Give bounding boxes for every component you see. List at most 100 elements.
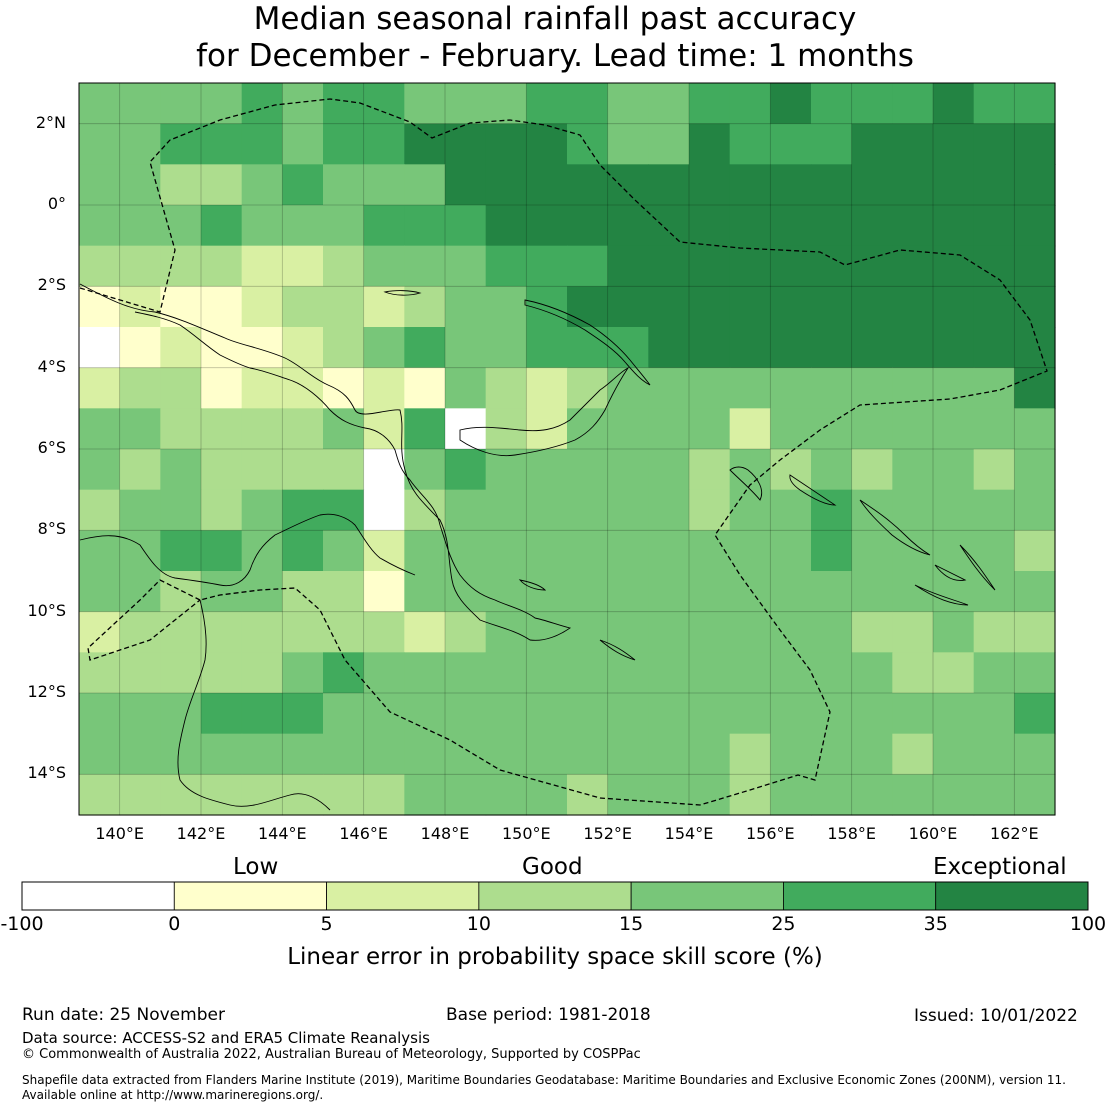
skill-grid-cell <box>241 530 283 572</box>
skill-grid-cell <box>729 408 771 450</box>
skill-grid-cell <box>811 449 853 491</box>
skill-grid-cell <box>973 83 1015 125</box>
skill-grid-cell <box>363 652 405 694</box>
skill-grid-cell <box>811 652 853 694</box>
skill-grid-cell <box>282 286 324 328</box>
skill-grid-cell <box>607 530 649 572</box>
skill-grid-cell <box>526 733 568 775</box>
coastline-new-britain <box>459 366 630 457</box>
skill-grid-cell <box>485 733 527 775</box>
skill-grid-cell <box>933 693 975 735</box>
eez-west <box>87 579 201 661</box>
skill-grid-cell <box>892 164 934 206</box>
skill-grid-cell <box>607 123 649 165</box>
latitude-label: 8°S <box>37 519 66 539</box>
colorbar-segment <box>783 881 937 911</box>
skill-grid-cell <box>363 164 405 206</box>
skill-grid-cell <box>201 611 243 653</box>
skill-grid-cell <box>404 530 446 572</box>
skill-grid-cell <box>201 571 243 613</box>
skill-grid-cell <box>933 327 975 369</box>
colorbar-tick-label: 15 <box>619 913 644 935</box>
coastline-south-new-guinea <box>79 513 416 587</box>
skill-grid-cell <box>404 367 446 409</box>
skill-grid-cell <box>404 164 446 206</box>
skill-grid-cell <box>526 611 568 653</box>
skill-grid-cell <box>851 733 893 775</box>
skill-grid-cell <box>811 286 853 328</box>
skill-grid-cell <box>79 367 121 409</box>
skill-grid-cell <box>607 693 649 735</box>
skill-grid-cell <box>973 245 1015 287</box>
skill-grid-cell <box>526 327 568 369</box>
skill-grid-cell <box>241 571 283 613</box>
skill-grid-cell <box>933 123 975 165</box>
skill-grid-cell <box>567 449 609 491</box>
colorbar-segment <box>326 881 480 911</box>
skill-grid-cell <box>404 286 446 328</box>
skill-grid-cell <box>851 693 893 735</box>
colorbar-segment <box>630 881 784 911</box>
skill-grid-cell <box>363 205 405 247</box>
skill-grid-cell <box>892 693 934 735</box>
skill-grid-cell <box>526 489 568 531</box>
skill-grid-cell <box>770 530 812 572</box>
skill-grid-cell <box>282 164 324 206</box>
skill-grid-cell <box>567 245 609 287</box>
skill-grid-cell <box>648 408 690 450</box>
eez-boundary <box>79 98 1048 806</box>
longitude-label: 156°E <box>746 824 795 843</box>
skill-grid-cell <box>160 530 202 572</box>
coastline-cape-york <box>177 599 331 811</box>
skill-grid-cell <box>485 449 527 491</box>
skill-grid-cell <box>526 367 568 409</box>
skill-grid-cell <box>1014 205 1056 247</box>
skill-grid-cell <box>241 652 283 694</box>
skill-grid-cell <box>323 327 365 369</box>
skill-grid-cell <box>892 327 934 369</box>
skill-grid-cell <box>404 652 446 694</box>
colorbar-tick-label: 10 <box>466 913 491 935</box>
skill-grid-cell <box>404 733 446 775</box>
skill-grid-cell <box>811 408 853 450</box>
skill-grid-cell <box>851 164 893 206</box>
skill-grid-cell <box>729 83 771 125</box>
skill-grid-cell <box>648 245 690 287</box>
skill-grid-cell <box>526 164 568 206</box>
skill-grid-cell <box>729 164 771 206</box>
longitude-label: 150°E <box>502 824 551 843</box>
skill-grid-cell <box>323 489 365 531</box>
skill-grid-cell <box>770 205 812 247</box>
run-date: Run date: 25 November <box>22 1005 225 1025</box>
skill-grid-cell <box>933 733 975 775</box>
skill-grid-cell <box>79 530 121 572</box>
skill-grid-cell <box>119 205 161 247</box>
skill-grid-cell <box>160 611 202 653</box>
skill-grid-cell <box>445 611 487 653</box>
skill-grid-cell <box>892 408 934 450</box>
skill-grid-cell <box>729 449 771 491</box>
skill-grid-cell <box>119 245 161 287</box>
skill-grid-cell <box>404 489 446 531</box>
skill-grid-cell <box>1014 83 1056 125</box>
skill-grid-cell <box>607 327 649 369</box>
skill-grid-cell <box>363 286 405 328</box>
skill-grid-cell <box>729 652 771 694</box>
skill-grid-cell <box>770 571 812 613</box>
skill-grid-cell <box>648 652 690 694</box>
skill-grid-cell <box>526 123 568 165</box>
skill-grid-cell <box>892 123 934 165</box>
skill-grid-cell <box>323 408 365 450</box>
skill-grid-cell <box>363 327 405 369</box>
skill-grid-cell <box>160 774 202 816</box>
skill-grid-cell <box>485 123 527 165</box>
skill-grid-cell <box>851 611 893 653</box>
skill-grid-cell <box>160 164 202 206</box>
coastline-solomons-1 <box>789 474 837 506</box>
coastline-louisiade <box>599 639 636 661</box>
skill-grid-cell <box>729 733 771 775</box>
skill-grid-cell <box>526 408 568 450</box>
skill-grid-cell <box>973 408 1015 450</box>
skill-grid-cell <box>770 245 812 287</box>
skill-grid-cell <box>79 327 121 369</box>
